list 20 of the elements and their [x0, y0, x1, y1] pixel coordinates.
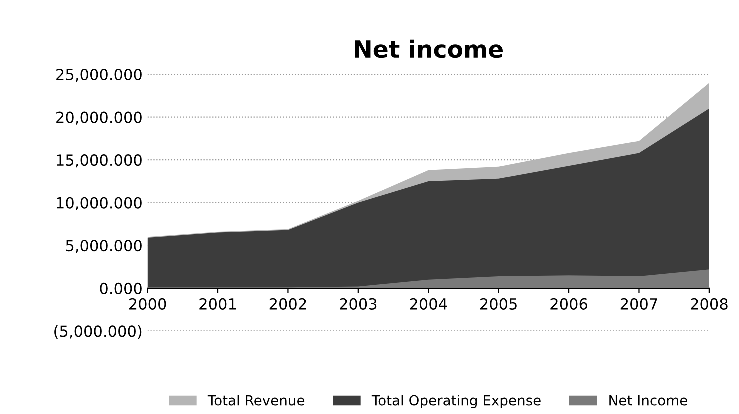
legend-label: Total Revenue — [208, 395, 305, 406]
y-tick-label: 0.000 — [100, 282, 142, 294]
x-tick-label: 2006 — [550, 298, 588, 310]
y-tick-label: 25,000.000 — [56, 68, 142, 82]
y-tick-label: 20,000.000 — [56, 112, 142, 125]
x-tick-label: 2004 — [410, 298, 448, 310]
x-tick-label: 2008 — [691, 298, 728, 310]
y-tick-label: 5,000.000 — [66, 240, 142, 254]
x-tick-label: 2003 — [340, 298, 377, 310]
legend-label: Net Income — [610, 395, 688, 406]
x-tick-label: 2007 — [620, 298, 658, 310]
legend-label: Total Operating Expense — [372, 395, 541, 408]
y-tick-label: (5,000.000) — [54, 325, 142, 340]
chart-title: Net income — [355, 40, 503, 58]
y-tick-label: 10,000.000 — [57, 197, 142, 210]
x-tick-label: 2005 — [480, 298, 517, 310]
x-tick-label: 2002 — [270, 298, 306, 310]
x-tick-label: 2000 — [129, 298, 166, 310]
y-tick-label: 15,000.000 — [57, 154, 142, 168]
x-tick-label: 2001 — [200, 298, 236, 310]
